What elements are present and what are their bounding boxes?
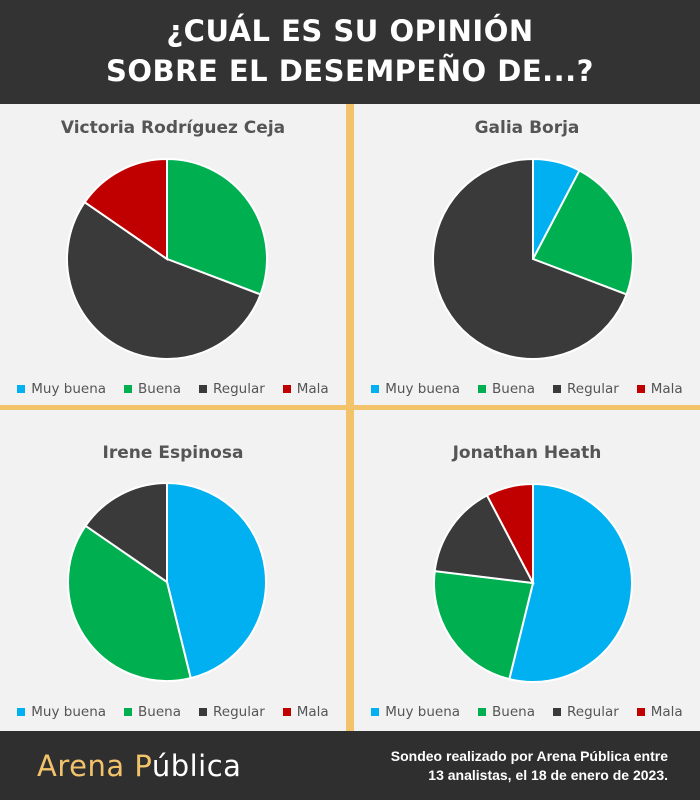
legend-swatch: [282, 385, 291, 393]
chart-panel-jonathan: Jonathan Heath Muy buena Buena Regular Mala: [354, 410, 700, 731]
legend-item-muy-buena: Muy buena: [371, 381, 460, 397]
chart-title: Galia Borja: [474, 118, 580, 138]
footer: Arena Pública Sondeo realizado por Arena…: [0, 731, 700, 800]
title-line-1: ¿CUÁL ES SU OPINIÓN: [166, 14, 534, 48]
legend-label: Regular: [212, 381, 265, 397]
legend-label: Regular: [212, 704, 265, 720]
legend-item-buena: Buena: [124, 704, 181, 720]
legend-swatch: [371, 385, 380, 393]
legend-label: Muy buena: [385, 381, 461, 397]
legend-swatch: [371, 708, 380, 716]
legend-label: Mala: [296, 704, 329, 720]
arena-publica-logo: Arena Pública: [37, 749, 241, 783]
chart-title: Irene Espinosa: [102, 443, 244, 463]
charts-grid: Victoria Rodríguez Ceja Muy buena Buena Re…: [0, 104, 700, 731]
pie-slice-muy-buena: [508, 482, 634, 683]
legend-label: Mala: [650, 381, 683, 397]
legend-swatch: [198, 385, 207, 393]
legend: Muy buena Buena Regular Mala: [354, 381, 700, 397]
chart-panel-galia: Galia Borja Muy buena Buena Regular Mala: [354, 104, 700, 405]
pie-slice-regular: [84, 481, 168, 584]
legend-swatch: [282, 708, 291, 716]
legend-item-mala: Mala: [636, 704, 683, 720]
pie-slice-buena: [166, 157, 268, 296]
header: ¿CUÁL ES SU OPINIÓN SOBRE EL DESEMPEÑO D…: [0, 0, 700, 104]
legend-item-mala: Mala: [282, 704, 329, 720]
logo-letter-p: P: [134, 749, 152, 783]
legend-label: Buena: [492, 381, 535, 397]
legend-label: Buena: [492, 704, 535, 720]
legend-item-muy-buena: Muy buena: [17, 381, 106, 397]
chart-title: Jonathan Heath: [452, 443, 602, 463]
logo-word-rest: ública: [151, 749, 242, 783]
survey-note-line-1: Sondeo realizado por Arena Pública entre: [390, 748, 668, 764]
legend: Muy buena Buena Regular Mala: [0, 381, 346, 397]
legend: Muy buena Buena Regular Mala: [354, 704, 700, 720]
legend-label: Muy buena: [31, 381, 107, 397]
chart-panel-irene: Irene Espinosa Muy buena Buena Regular Mala: [0, 410, 346, 731]
pie-slice-buena: [67, 524, 192, 682]
legend-swatch: [552, 708, 561, 716]
pie-chart: [432, 157, 634, 360]
legend-item-regular: Regular: [552, 381, 619, 397]
legend-label: Regular: [566, 381, 619, 397]
legend-item-regular: Regular: [198, 381, 265, 397]
legend-label: Muy buena: [31, 704, 107, 720]
legend-item-mala: Mala: [636, 381, 683, 397]
legend: Muy buena Buena Regular Mala: [0, 704, 346, 720]
legend-label: Mala: [650, 704, 683, 720]
pie-slice-mala: [485, 482, 534, 584]
legend-item-mala: Mala: [282, 381, 329, 397]
legend-item-muy-buena: Muy buena: [17, 704, 106, 720]
legend-swatch: [478, 385, 487, 393]
legend-swatch: [552, 385, 561, 393]
chart-title: Victoria Rodríguez Ceja: [60, 118, 286, 138]
legend-swatch: [198, 708, 207, 716]
legend-label: Buena: [138, 381, 181, 397]
chart-panel-victoria: Victoria Rodríguez Ceja Muy buena Buena Re…: [0, 104, 346, 405]
legend-swatch: [17, 385, 26, 393]
legend-swatch: [636, 385, 645, 393]
legend-label: Buena: [138, 704, 181, 720]
pie-slice-regular: [432, 157, 628, 360]
legend-swatch: [478, 708, 487, 716]
pie-chart: [67, 481, 267, 682]
pie-chart: [66, 157, 268, 360]
pie-slice-regular: [433, 493, 535, 585]
legend-swatch: [636, 708, 645, 716]
pie-slice-buena: [531, 169, 634, 296]
survey-note-line-2: 13 analistas, el 18 de enero de 2023.: [428, 767, 668, 783]
legend-item-buena: Buena: [478, 704, 535, 720]
legend-item-regular: Regular: [552, 704, 619, 720]
title-line-2: SOBRE EL DESEMPEÑO DE...?: [105, 54, 595, 88]
legend-item-buena: Buena: [124, 381, 181, 397]
legend-item-muy-buena: Muy buena: [371, 704, 460, 720]
legend-swatch: [124, 385, 133, 393]
survey-note: Sondeo realizado por Arena Pública entre…: [338, 747, 668, 785]
legend-swatch: [124, 708, 133, 716]
legend-label: Regular: [566, 704, 619, 720]
legend-item-buena: Buena: [478, 381, 535, 397]
pie-slice-buena: [433, 569, 535, 681]
legend-label: Muy buena: [385, 704, 461, 720]
logo-word-arena: Arena: [37, 749, 135, 783]
legend-item-regular: Regular: [198, 704, 265, 720]
pie-slice-regular: [66, 200, 262, 360]
pie-slice-mala: [83, 157, 168, 261]
pie-chart: [433, 482, 634, 683]
legend-swatch: [17, 708, 26, 716]
legend-label: Mala: [296, 381, 329, 397]
pie-slice-muy-buena: [166, 481, 267, 680]
